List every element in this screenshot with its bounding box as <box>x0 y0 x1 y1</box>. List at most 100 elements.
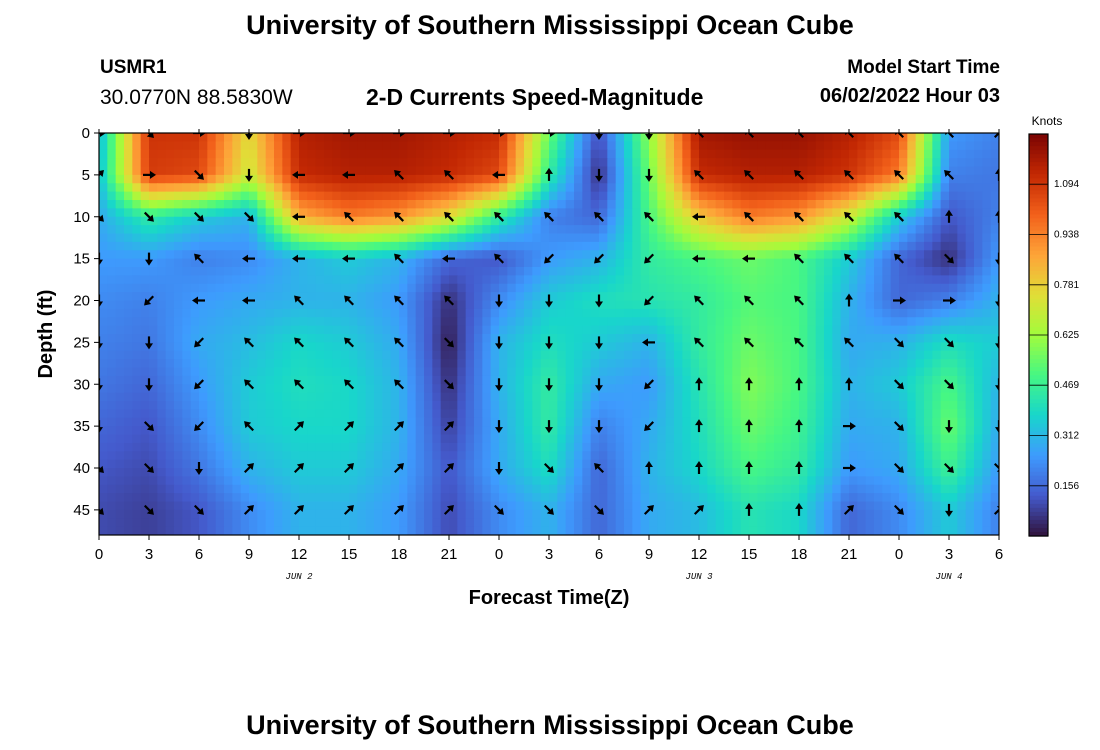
heatmap-cell <box>190 409 200 419</box>
heatmap-cell <box>207 225 217 235</box>
heatmap-cell <box>424 392 433 402</box>
heatmap-cell <box>232 208 242 218</box>
heatmap-cell <box>157 468 167 477</box>
heatmap-cell <box>507 300 517 310</box>
heatmap-cell <box>982 183 992 193</box>
heatmap-cell <box>915 158 925 168</box>
heatmap-cell <box>782 191 792 201</box>
heatmap-cell <box>790 442 800 452</box>
heatmap-cell <box>565 241 575 251</box>
heatmap-cell <box>665 342 675 352</box>
heatmap-cell <box>357 191 367 201</box>
heatmap-cell <box>557 191 567 201</box>
heatmap-cell <box>582 342 592 352</box>
heatmap-cell <box>782 417 792 427</box>
heatmap-cell <box>224 267 233 276</box>
heatmap-cell <box>215 468 225 477</box>
heatmap-cell <box>107 493 117 503</box>
heatmap-cell <box>749 216 758 226</box>
heatmap-cell <box>732 300 742 310</box>
heatmap-cell <box>232 174 242 184</box>
heatmap-cell <box>149 342 158 352</box>
heatmap-cell <box>415 250 425 260</box>
heatmap-cell <box>815 334 825 343</box>
heatmap-cell <box>165 384 175 394</box>
heatmap-cell <box>407 233 417 243</box>
heatmap-cell <box>574 308 583 318</box>
heatmap-cell <box>857 509 867 519</box>
heatmap-cell <box>899 275 908 285</box>
heatmap-cell <box>540 434 550 444</box>
heatmap-cell <box>932 208 942 218</box>
heatmap-cell <box>599 174 608 184</box>
heatmap-cell <box>182 434 192 444</box>
heatmap-cell <box>349 166 358 176</box>
heatmap-cell <box>590 200 600 209</box>
heatmap-cell <box>565 493 575 503</box>
heatmap-cell <box>132 342 142 352</box>
heatmap-cell <box>715 350 725 360</box>
heatmap-cell <box>915 241 925 251</box>
heatmap-cell <box>232 317 242 327</box>
heatmap-cell <box>232 166 242 176</box>
heatmap-cell <box>424 334 433 343</box>
heatmap-cell <box>957 141 967 151</box>
heatmap-cell <box>157 166 167 176</box>
heatmap-cell <box>707 267 717 276</box>
heatmap-cell <box>532 250 542 260</box>
heatmap-cell <box>640 225 650 235</box>
heatmap-cell <box>199 250 208 260</box>
heatmap-cell <box>932 166 942 176</box>
heatmap-cell <box>624 241 633 251</box>
heatmap-cell <box>682 334 692 343</box>
heatmap-cell <box>199 149 208 159</box>
heatmap-cell <box>224 308 233 318</box>
heatmap-cell <box>574 375 583 385</box>
heatmap-cell <box>624 283 633 293</box>
heatmap-cell <box>965 484 975 494</box>
heatmap-cell <box>882 133 892 142</box>
heatmap-cell <box>832 325 842 335</box>
heatmap-cell <box>840 459 850 469</box>
heatmap-cell <box>907 468 917 477</box>
heatmap-cell <box>140 451 150 461</box>
heatmap-cell <box>357 267 367 276</box>
heatmap-cell <box>690 426 700 436</box>
heatmap-cell <box>382 451 392 461</box>
heatmap-cell <box>790 401 800 410</box>
heatmap-cell <box>490 334 500 343</box>
heatmap-cell <box>515 417 525 427</box>
heatmap-cell <box>515 216 525 226</box>
heatmap-cell <box>557 375 567 385</box>
heatmap-cell <box>224 317 233 327</box>
heatmap-cell <box>649 468 658 477</box>
heatmap-cell <box>974 300 983 310</box>
heatmap-cell <box>640 216 650 226</box>
heatmap-cell <box>357 283 367 293</box>
heatmap-cell <box>474 241 483 251</box>
heatmap-cell <box>774 308 783 318</box>
heatmap-cell <box>565 501 575 511</box>
heatmap-cell <box>899 459 908 469</box>
heatmap-cell <box>732 158 742 168</box>
heatmap-cell <box>174 283 183 293</box>
heatmap-cell <box>865 468 875 477</box>
heatmap-cell <box>724 225 733 235</box>
heatmap-cell <box>757 334 767 343</box>
heatmap-cell <box>432 174 442 184</box>
heatmap-cell <box>882 392 892 402</box>
heatmap-cell <box>174 493 183 503</box>
heatmap-cell <box>624 308 633 318</box>
heatmap-cell <box>332 250 342 260</box>
heatmap-cell <box>365 334 375 343</box>
heatmap-cell <box>249 384 258 394</box>
heatmap-cell <box>499 476 508 486</box>
heatmap-cell <box>449 241 458 251</box>
heatmap-cell <box>990 359 999 369</box>
heatmap-cell <box>132 308 142 318</box>
heatmap-cell <box>307 459 317 469</box>
heatmap-cell <box>624 183 633 193</box>
heatmap-cell <box>649 509 658 519</box>
heatmap-cell <box>982 133 992 142</box>
heatmap-cell <box>899 350 908 360</box>
